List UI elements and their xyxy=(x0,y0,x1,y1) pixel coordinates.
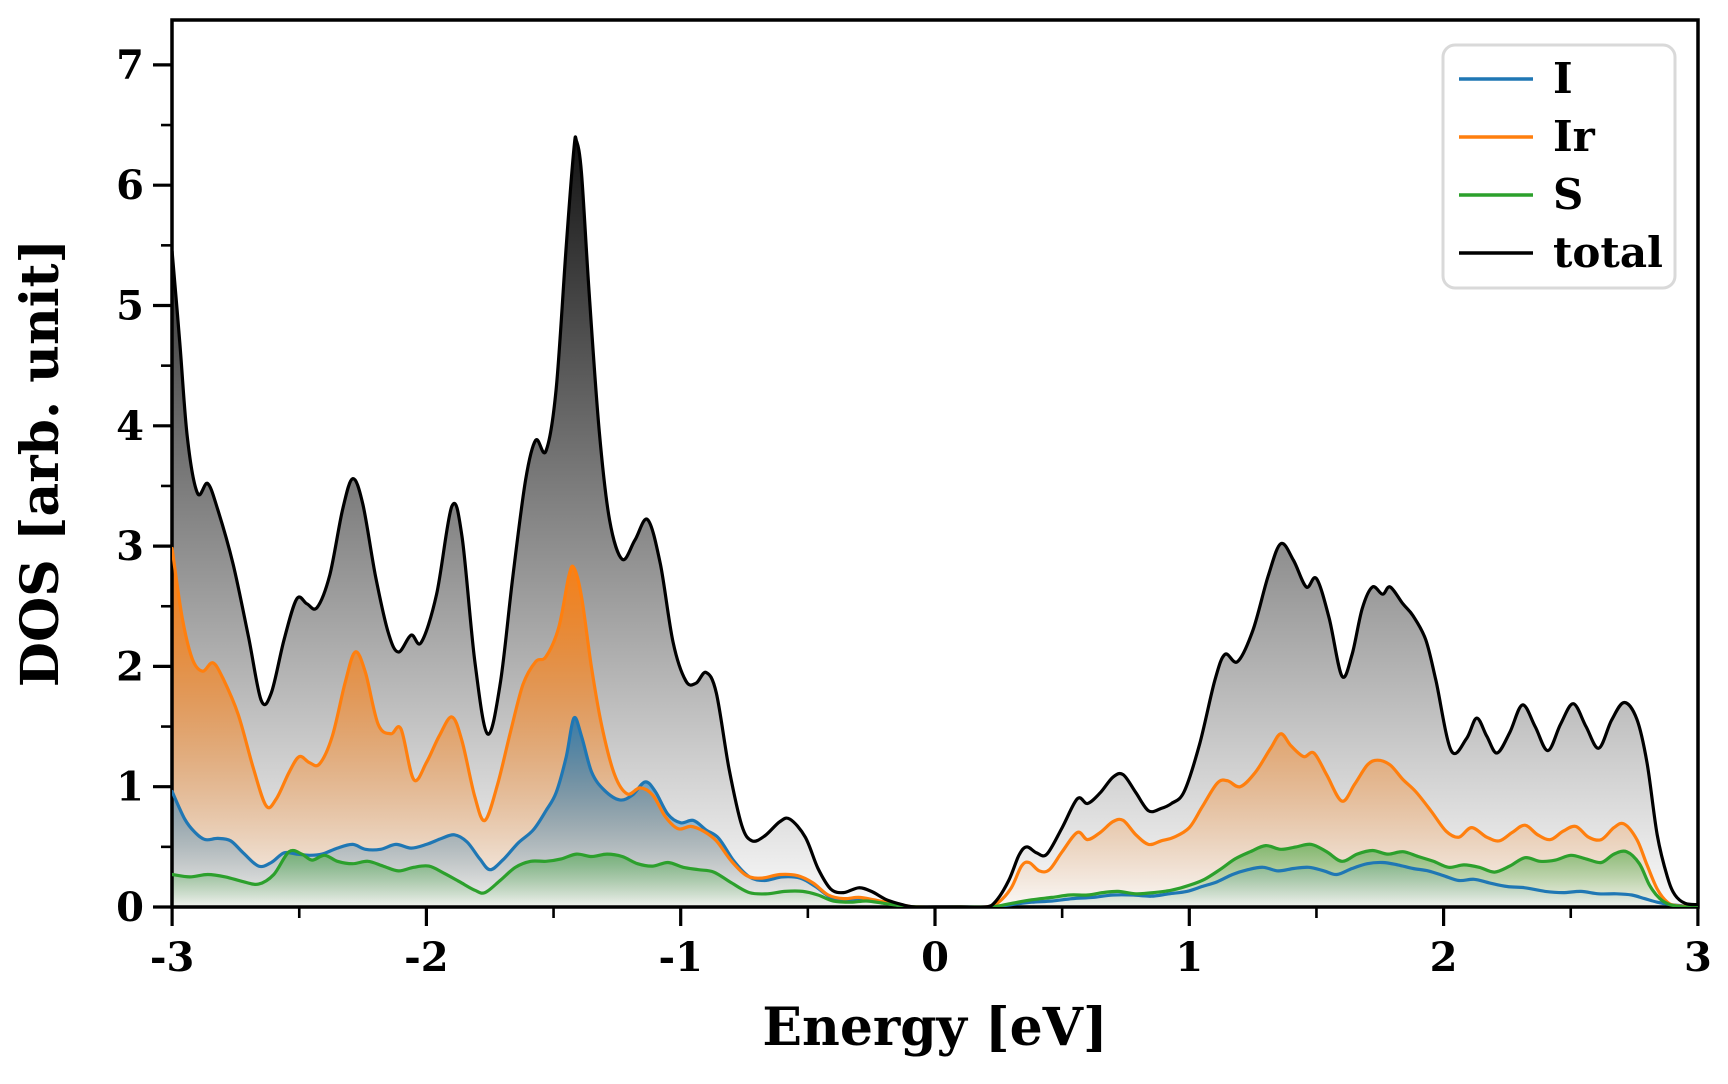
x-tick-label: 2 xyxy=(1430,934,1458,981)
legend-item-total: total xyxy=(1459,228,1663,277)
x-tick-label: -1 xyxy=(658,934,702,981)
x-tick-label: -2 xyxy=(404,934,448,981)
curve-S xyxy=(172,842,1698,907)
x-tick-label: 3 xyxy=(1684,934,1712,981)
y-tick-label: 6 xyxy=(116,162,144,209)
legend-item-I: I xyxy=(1459,54,1573,103)
y-tick-label: 4 xyxy=(116,403,144,450)
y-tick-label: 2 xyxy=(116,643,144,690)
x-tick-label: 0 xyxy=(921,934,949,981)
x-tick-label: 1 xyxy=(1175,934,1203,981)
axis-ticks xyxy=(153,63,1700,926)
x-tick-label: -3 xyxy=(150,934,194,981)
legend-label: Ir xyxy=(1553,112,1596,161)
y-tick-label: 1 xyxy=(116,764,144,811)
y-tick-label: 3 xyxy=(116,523,144,570)
axis-tick-labels: -3 -2 -1 0 1 2 3 0 1 2 3 4 5 6 7 xyxy=(116,42,1712,981)
y-tick-label: 5 xyxy=(116,283,144,330)
area-fill-S xyxy=(172,844,1698,907)
legend-item-S: S xyxy=(1459,170,1583,219)
legend-label: S xyxy=(1553,170,1583,219)
x-axis-label: Energy [eV] xyxy=(762,997,1107,1058)
y-tick-label: 0 xyxy=(116,884,144,931)
legend-label: I xyxy=(1553,54,1573,103)
curve-total xyxy=(172,135,1698,907)
legend-box xyxy=(1441,43,1677,290)
y-tick-label: 7 xyxy=(116,42,144,89)
legend-label: total xyxy=(1553,228,1663,277)
curve-lines xyxy=(172,135,1698,907)
y-axis-label: DOS [arb. unit] xyxy=(10,239,71,687)
legend-item-Ir: Ir xyxy=(1459,112,1596,161)
